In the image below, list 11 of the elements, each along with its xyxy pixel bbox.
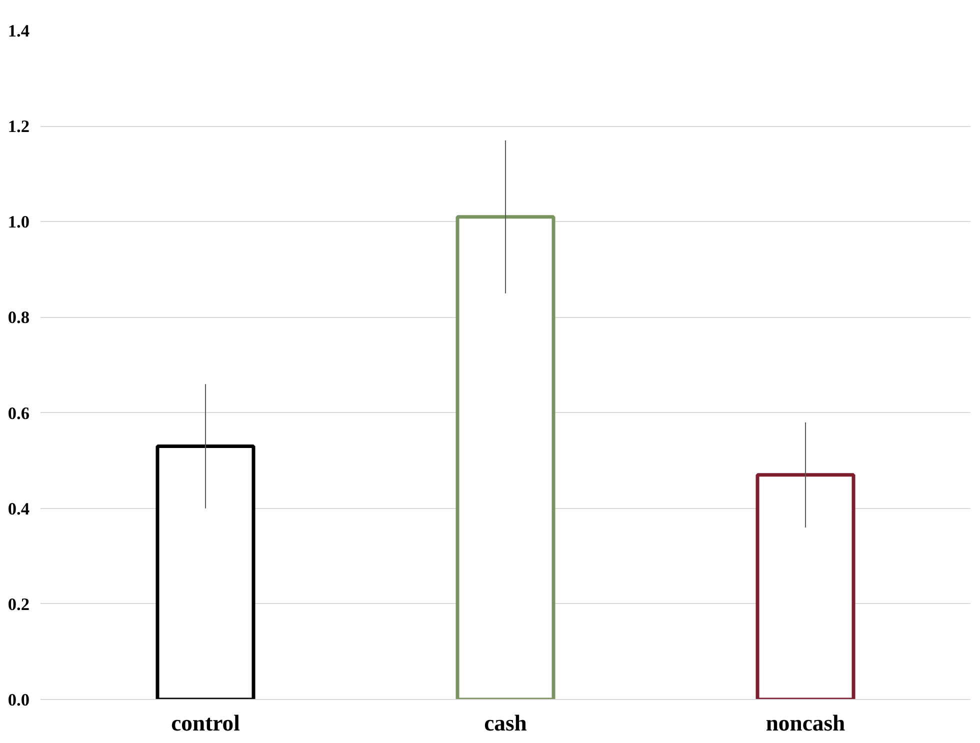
y-tick-label: 1.2 bbox=[8, 117, 30, 136]
x-tick-label: control bbox=[171, 710, 240, 736]
x-tick-label: noncash bbox=[766, 710, 846, 736]
y-tick-label: 0.0 bbox=[8, 690, 30, 710]
y-tick-label: 0.2 bbox=[8, 594, 30, 614]
y-tick-label: 1.4 bbox=[8, 22, 30, 40]
y-tick-label: 0.8 bbox=[8, 308, 30, 328]
x-tick-label: cash bbox=[484, 710, 528, 736]
y-tick-label: 0.6 bbox=[8, 404, 30, 423]
y-tick-label: 0.4 bbox=[8, 499, 30, 518]
y-tick-label: 1.0 bbox=[8, 212, 30, 232]
